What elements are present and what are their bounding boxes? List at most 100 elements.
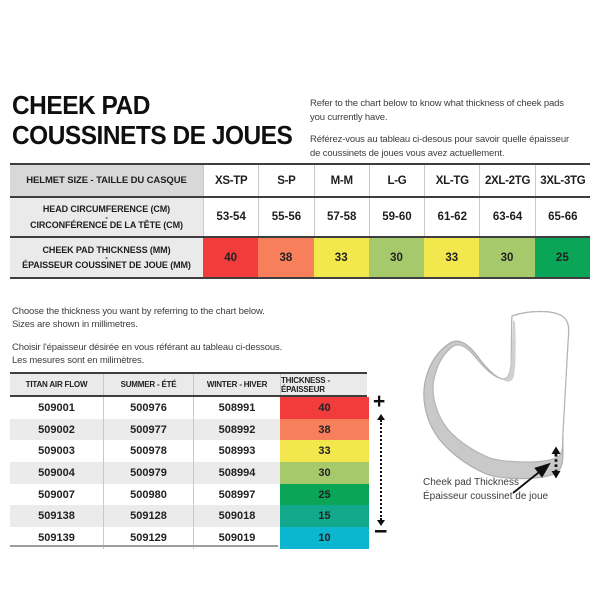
summer-code: 509128 — [103, 505, 193, 528]
choose-thickness-text: Choose the thickness you want by referri… — [12, 305, 282, 367]
intro-en-line: you currently have. — [310, 111, 388, 123]
thickness-label-en: CHEEK PAD THICKNESS (MM) — [42, 244, 171, 255]
choose-fr-line1: Choisir l'épaisseur désirée en vous réfé… — [12, 342, 283, 353]
circumference-label-en: HEAD CIRCUMFERENCE (CM) — [42, 204, 171, 214]
circumference-value: 61-62 — [424, 198, 479, 236]
winter-code: 508993 — [193, 440, 280, 463]
size-col-header: 3XL-3TG — [534, 165, 590, 196]
thickness-cell: 30 — [280, 462, 369, 484]
summer-code: 500978 — [103, 440, 193, 463]
minus-icon: − — [374, 518, 388, 544]
col-header-titan: TITAN AIR FLOW — [25, 380, 88, 389]
thickness-value: 30 — [368, 238, 425, 277]
page-title-line2: COUSSINETS DE JOUES — [12, 120, 293, 150]
size-col-header: XL-TG — [424, 165, 479, 196]
titan-code: 509003 — [38, 445, 75, 458]
thickness-arrow-down-icon — [551, 471, 561, 479]
cheek-pad-diagram — [423, 310, 570, 494]
arrow-up-icon — [376, 414, 385, 420]
col-header-winter: WINTER - HIVER — [193, 374, 280, 395]
choose-en-line1: Choose the thickness you want by referri… — [12, 306, 265, 317]
winter-code: 508994 — [193, 462, 280, 484]
titan-code: 509002 — [10, 418, 103, 441]
titan-code: 509007 — [38, 488, 75, 501]
titan-code: 509139 — [38, 531, 75, 544]
circumference-value: 65-66 — [534, 198, 590, 236]
intro-en-line: Refer to the chart below to know what th… — [310, 98, 564, 109]
table-row: 509007 500980 508997 25 — [10, 483, 369, 506]
helmet-size-header-row: HELMET SIZE - TAILLE DU CASQUE XS-TP S-P… — [10, 165, 590, 198]
winter-code: 508992 — [193, 418, 280, 441]
thickness-cell: 10 — [280, 527, 369, 549]
titan-code: 509004 — [10, 462, 103, 484]
part-table-header-row: TITAN AIR FLOW SUMMER - ÉTÉ WINTER - HIV… — [10, 374, 367, 397]
choose-en-line2: Sizes are shown in millimetres. — [12, 319, 138, 330]
thickness-cell: 33 — [280, 440, 369, 463]
label-separator: - — [105, 253, 108, 262]
size-col-header: XS-TP — [203, 165, 258, 196]
thickness-row: CHEEK PAD THICKNESS (MM) - ÉPAISSEUR COU… — [10, 238, 590, 277]
helmet-size-corner-label: HELMET SIZE - TAILLE DU CASQUE — [10, 165, 203, 196]
titan-code: 509001 — [38, 401, 75, 414]
thickness-arrow-up-icon — [551, 446, 561, 454]
thickness-cell: 38 — [280, 418, 369, 441]
circumference-row-label: HEAD CIRCUMFERENCE (CM) - CIRCONFÉRENCE … — [10, 198, 203, 236]
circumference-label-fr: CIRCONFÉRENCE DE LA TÊTE (CM) — [30, 219, 183, 230]
size-col-header: 2XL-2TG — [479, 165, 534, 196]
table-bottom-border — [10, 545, 278, 547]
winter-code: 508991 — [193, 397, 280, 419]
titan-code: 509138 — [10, 505, 103, 528]
helmet-size-table: HELMET SIZE - TAILLE DU CASQUE XS-TP S-P… — [10, 163, 590, 279]
pad-label-en: Cheek pad Thickness — [423, 477, 519, 488]
intro-paragraph-fr: Référez-vous au tableau ci-desous pour s… — [310, 133, 598, 160]
circumference-row: HEAD CIRCUMFERENCE (CM) - CIRCONFÉRENCE … — [10, 198, 590, 238]
part-number-table: TITAN AIR FLOW SUMMER - ÉTÉ WINTER - HIV… — [10, 372, 369, 549]
thickness-cell: 25 — [280, 483, 369, 506]
thickness-row-label: CHEEK PAD THICKNESS (MM) - ÉPAISSEUR COU… — [10, 238, 203, 277]
size-col-header: M-M — [313, 165, 369, 196]
thickness-value: 30 — [479, 238, 535, 277]
intro-fr-line: de coussinets de joues vous avez actuell… — [310, 147, 505, 159]
summer-code: 500979 — [103, 462, 193, 484]
pad-thickness-label: Cheek pad Thickness Épaisseur coussinet … — [423, 476, 548, 504]
summer-code: 500976 — [103, 397, 193, 419]
intro-paragraph-en: Refer to the chart below to know what th… — [310, 97, 598, 124]
thickness-label-fr: ÉPAISSEUR COUSSINET DE JOUE (MM) — [22, 260, 191, 270]
pad-notch-shade — [502, 320, 516, 382]
summer-code: 509129 — [103, 527, 193, 549]
thickness-cell: 40 — [280, 397, 369, 419]
table-row: 509003 500978 508993 33 — [10, 440, 369, 463]
circumference-value: 53-54 — [203, 198, 258, 236]
table-row: 509139 509129 509019 10 — [10, 527, 369, 549]
thickness-scale-arrow-icon — [376, 414, 385, 526]
summer-code: 500980 — [103, 483, 193, 506]
winter-code: 509018 — [193, 505, 280, 528]
circumference-value: 59-60 — [368, 198, 424, 236]
page-title: CHEEK PAD COUSSINETS DE JOUES — [12, 90, 293, 150]
label-pointer-arrow-icon — [512, 462, 551, 494]
table-row: 509001 500976 508991 40 — [10, 397, 369, 419]
col-header-thickness: THICKNESS - ÉPAISSEUR — [280, 374, 370, 395]
winter-code: 508997 — [193, 483, 280, 506]
table-row: 509002 500977 508992 38 — [10, 418, 369, 441]
thickness-value: 33 — [424, 238, 480, 277]
plus-icon: + — [373, 390, 386, 413]
col-header-summer: SUMMER - ÉTÉ — [103, 374, 193, 395]
table-row: 509138 509128 509018 15 — [10, 505, 369, 528]
circumference-value: 63-64 — [479, 198, 534, 236]
arrow-down-icon — [376, 520, 385, 526]
circumference-value: 55-56 — [258, 198, 313, 236]
thickness-cell: 15 — [280, 505, 369, 528]
winter-code: 509019 — [193, 527, 280, 549]
intro-fr-line: Référez-vous au tableau ci-desous pour s… — [310, 134, 569, 145]
choose-fr-line2: Les mesures sont en milimètres. — [12, 355, 145, 366]
pad-top-shape — [432, 310, 570, 463]
thickness-value: 40 — [203, 238, 259, 277]
thickness-value: 33 — [313, 238, 369, 277]
size-col-header: S-P — [258, 165, 313, 196]
summer-code: 500977 — [103, 418, 193, 441]
circumference-value: 57-58 — [313, 198, 369, 236]
page-title-line1: CHEEK PAD — [12, 90, 150, 120]
size-col-header: L-G — [368, 165, 424, 196]
